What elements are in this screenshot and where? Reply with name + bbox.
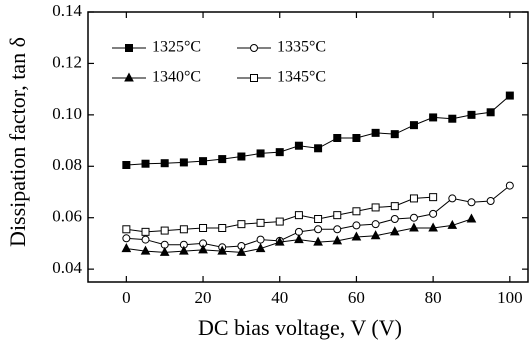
y-tick-label: 0.06: [52, 207, 82, 226]
marker: [274, 236, 285, 246]
marker: [141, 159, 150, 168]
marker: [256, 218, 265, 227]
marker: [199, 224, 208, 232]
marker: [333, 211, 342, 220]
marker: [371, 220, 380, 229]
marker: [448, 194, 457, 203]
marker: [428, 222, 438, 232]
marker: [160, 159, 169, 168]
marker: [122, 161, 131, 169]
marker: [256, 235, 265, 244]
marker: [409, 194, 418, 203]
marker: [218, 155, 227, 164]
marker: [218, 224, 227, 232]
marker: [314, 225, 323, 234]
marker: [256, 149, 265, 158]
x-tick-label: 20: [195, 288, 212, 307]
marker: [486, 108, 495, 117]
marker: [255, 243, 266, 253]
marker: [294, 211, 303, 220]
marker: [141, 235, 150, 244]
x-tick-label: 40: [271, 288, 288, 307]
marker: [294, 141, 303, 150]
y-tick-label: 0.10: [52, 104, 82, 123]
legend-marker: [250, 44, 258, 52]
plot-frame: [87, 11, 529, 283]
marker: [429, 113, 438, 122]
marker: [390, 215, 399, 223]
legend-label: 1345°C: [277, 69, 326, 86]
marker: [390, 202, 399, 211]
marker: [429, 193, 438, 202]
marker: [371, 203, 380, 212]
marker: [237, 220, 246, 229]
marker: [199, 157, 208, 166]
marker: [390, 130, 399, 139]
y-axis-label: Dissipation factor, tan δ: [5, 37, 30, 247]
marker: [236, 246, 247, 256]
x-tick-label: 0: [122, 288, 131, 307]
marker: [179, 245, 189, 255]
marker: [352, 134, 361, 142]
marker: [351, 231, 362, 241]
marker: [333, 134, 342, 142]
marker: [409, 121, 418, 130]
marker: [122, 225, 131, 234]
marker: [122, 234, 131, 243]
marker: [313, 236, 323, 246]
marker: [505, 181, 514, 190]
x-axis-label: DC bias voltage, V (V): [198, 315, 402, 340]
series-line: [126, 95, 511, 166]
legend-label: 1335°C: [277, 39, 326, 56]
marker: [486, 197, 495, 205]
marker: [294, 234, 304, 244]
x-tick-label: 100: [497, 288, 523, 307]
y-tick-label: 0.12: [52, 52, 82, 71]
marker: [159, 246, 170, 256]
legend-label: 1340°C: [152, 69, 201, 86]
marker: [447, 219, 458, 229]
marker: [141, 227, 150, 236]
legend-marker: [124, 72, 134, 82]
series-line: [126, 196, 434, 233]
marker: [409, 222, 419, 232]
legend-label: 1325°C: [152, 39, 201, 56]
marker: [179, 158, 188, 167]
marker: [429, 209, 438, 218]
y-tick-label: 0.14: [52, 1, 82, 20]
marker: [275, 148, 284, 157]
marker: [314, 144, 323, 153]
x-tick-label: 80: [425, 288, 442, 307]
marker: [275, 217, 284, 226]
marker: [333, 225, 342, 234]
marker: [179, 225, 188, 234]
marker: [140, 245, 151, 255]
marker: [505, 91, 514, 100]
marker: [448, 114, 457, 123]
marker: [467, 198, 476, 207]
marker: [370, 230, 381, 240]
legend-marker: [250, 74, 258, 82]
marker: [314, 215, 323, 223]
legend-marker: [125, 44, 133, 52]
marker: [466, 213, 477, 223]
x-tick-label: 60: [348, 288, 365, 307]
marker: [467, 110, 476, 119]
marker: [352, 221, 361, 230]
marker: [198, 244, 208, 254]
marker: [352, 207, 361, 216]
y-tick-label: 0.04: [52, 258, 82, 277]
marker: [121, 243, 132, 253]
marker: [160, 226, 169, 235]
marker: [332, 235, 343, 245]
marker: [409, 213, 418, 222]
marker: [237, 152, 246, 161]
marker: [389, 226, 400, 236]
y-tick-label: 0.08: [52, 155, 82, 174]
marker: [217, 245, 228, 255]
marker: [371, 128, 380, 137]
